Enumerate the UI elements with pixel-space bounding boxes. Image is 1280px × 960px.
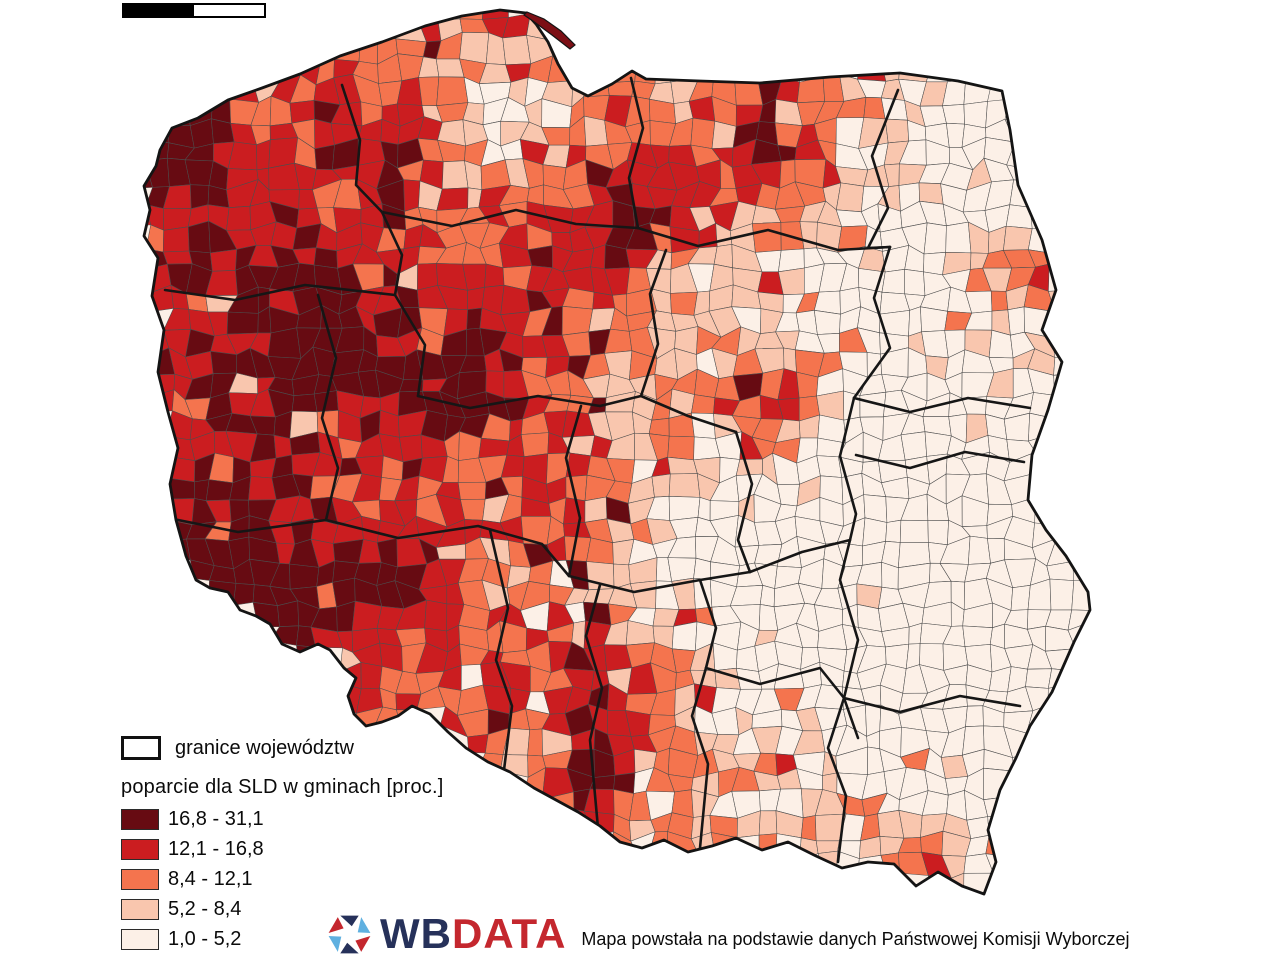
legend-class-label: 1,0 - 5,2 [168,928,242,950]
scale-bar-filled-segment [124,5,194,16]
legend-class-row: 16,8 - 31,1 [121,808,444,831]
legend-class-row: 5,2 - 8,4 [121,898,444,921]
legend-class-label: 12,1 - 16,8 [168,838,264,860]
wbdata-logo: WBDATA [380,913,566,955]
footer: WBDATA Mapa powstała na podstawie danych… [326,908,1130,960]
legend: granice województw poparcie dla SLD w gm… [121,736,444,958]
legend-class-label: 16,8 - 31,1 [168,808,264,830]
legend-class-row: 12,1 - 16,8 [121,838,444,861]
legend-class-row: 1,0 - 5,2 [121,928,444,951]
wbdata-logo-wb: WB [380,910,452,957]
wbdata-logo-data: DATA [451,910,567,957]
legend-border-item: granice województw [121,736,444,760]
legend-title: poparcie dla SLD w gminach [proc.] [121,776,444,798]
attribution-text: Mapa powstała na podstawie danych Państw… [581,928,1130,949]
scale-bar [122,3,266,18]
voivodeship-border-swatch [121,736,161,760]
legend-class-swatch [121,839,159,860]
legend-class-swatch [121,929,159,950]
scale-bar-empty-segment [194,5,264,16]
legend-class-label: 8,4 - 12,1 [168,868,253,890]
voivodeship-border-label: granice województw [175,736,354,759]
wbdata-aperture-logo-icon [328,915,371,953]
legend-class-row: 8,4 - 12,1 [121,868,444,891]
legend-class-label: 5,2 - 8,4 [168,898,242,920]
legend-class-swatch [121,899,159,920]
legend-class-swatch [121,869,159,890]
legend-class-swatch [121,809,159,830]
